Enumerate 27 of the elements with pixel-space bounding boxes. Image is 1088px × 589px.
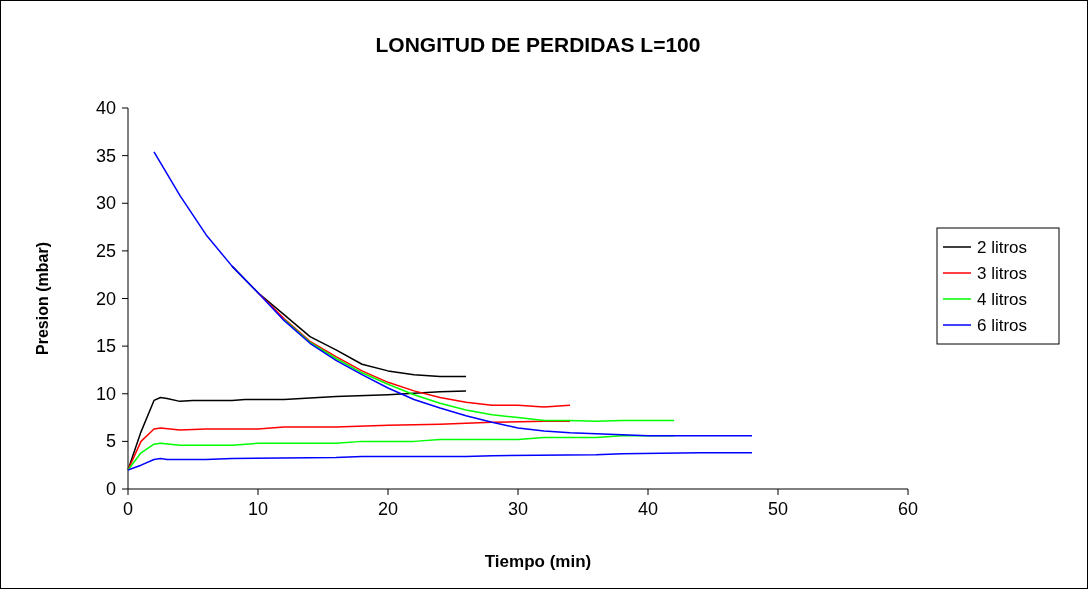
y-tick-label: 10	[95, 383, 116, 404]
x-tick-label: 0	[122, 499, 134, 519]
x-tick-label: 20	[377, 499, 399, 519]
y-tick-label: 0	[105, 479, 116, 499]
y-tick-label: 15	[95, 336, 116, 357]
line-series	[153, 151, 753, 437]
y-tick-label: 35	[95, 145, 116, 166]
y-tick-label: 5	[105, 431, 116, 452]
x-axis-title: Tiempo (min)	[484, 552, 592, 571]
line-series	[127, 452, 753, 471]
y-tick-label: 25	[95, 240, 116, 261]
x-tick-label: 50	[767, 499, 789, 519]
x-tick-label: 40	[637, 499, 659, 519]
legend-label: 4 litros	[977, 290, 1028, 309]
line-series	[283, 318, 675, 423]
line-series	[127, 420, 571, 471]
y-tick-label: 20	[95, 288, 116, 309]
legend-label: 3 litros	[977, 264, 1028, 283]
y-axis-title: Presion (mbar)	[34, 242, 51, 355]
y-tick-label: 40	[95, 98, 116, 118]
x-tick-label: 30	[507, 499, 529, 519]
legend-label: 2 litros	[977, 238, 1028, 257]
chart-title: LONGITUD DE PERDIDAS L=100	[375, 33, 701, 56]
y-tick-label: 30	[95, 193, 116, 214]
x-tick-label: 60	[897, 499, 919, 519]
legend-label: 6 litros	[977, 316, 1028, 335]
x-tick-label: 10	[247, 499, 269, 519]
